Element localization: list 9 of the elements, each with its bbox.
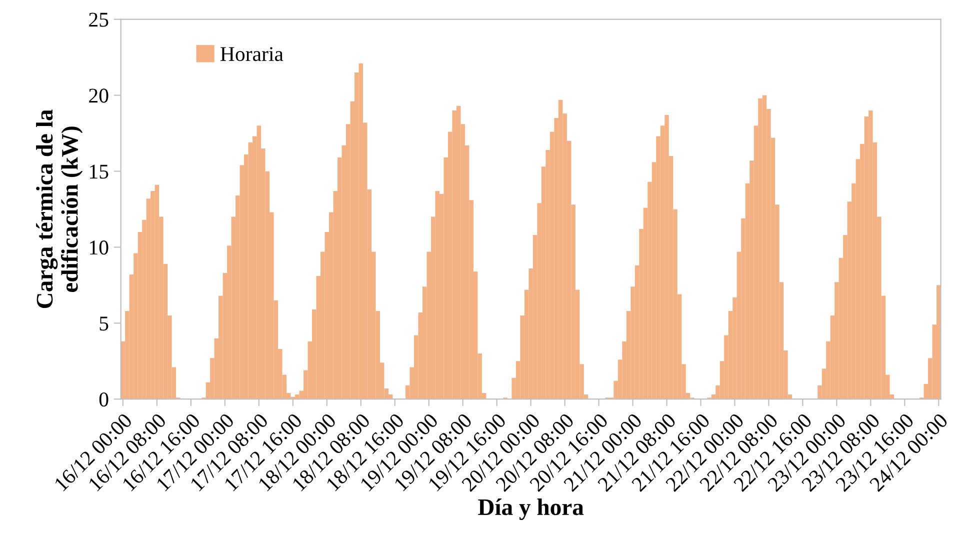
- y-axis-title: Carga térmica de la edificación (kW): [36, 110, 83, 308]
- y-tick-label: 25: [89, 12, 108, 27]
- y-tick-label: 10: [90, 240, 108, 255]
- y-tick-label: 15: [90, 164, 108, 179]
- y-tick-label: 20: [89, 88, 108, 103]
- legend-label: Horaria: [220, 47, 284, 62]
- y-tick-label: 0: [99, 392, 108, 407]
- y-tick-label: 5: [100, 316, 108, 331]
- x-axis-title: Día y hora: [478, 498, 584, 520]
